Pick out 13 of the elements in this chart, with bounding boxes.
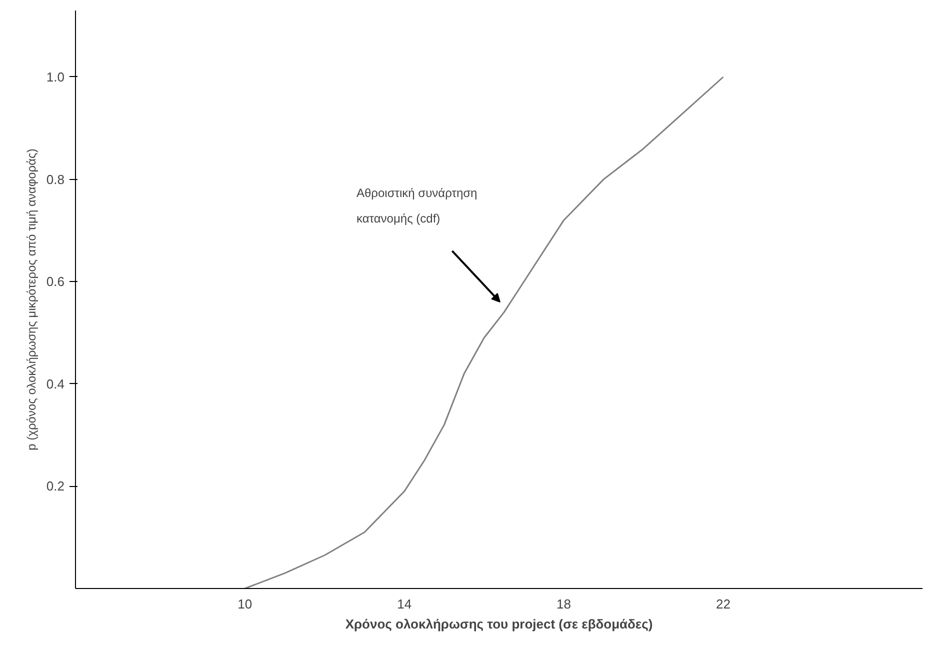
y-tick-label: 0.4: [46, 376, 65, 392]
y-tick-label: 0.2: [46, 478, 65, 494]
line-series: [244, 76, 724, 588]
y-tick-label: 1.0: [46, 69, 65, 84]
x-axis-title: Χρόνος ολοκλήρωσης του project (σε εβδομάδες): [345, 616, 653, 632]
x-tick-label: 14: [397, 596, 412, 612]
x-tick-label: 22: [716, 596, 730, 612]
y-tick-label: 0.6: [46, 274, 65, 290]
y-axis-title: p (χρόνος ολοκλήρωσης μικρότερος από τιμή αναφοράς): [24, 148, 38, 450]
x-tick-label: 10: [238, 596, 252, 612]
x-tick-label: 18: [556, 596, 572, 612]
annotation: Αθροιστική συνάρτηση κατανομής (cdf): [356, 186, 478, 226]
y-tick-label: 0.8: [46, 172, 65, 187]
